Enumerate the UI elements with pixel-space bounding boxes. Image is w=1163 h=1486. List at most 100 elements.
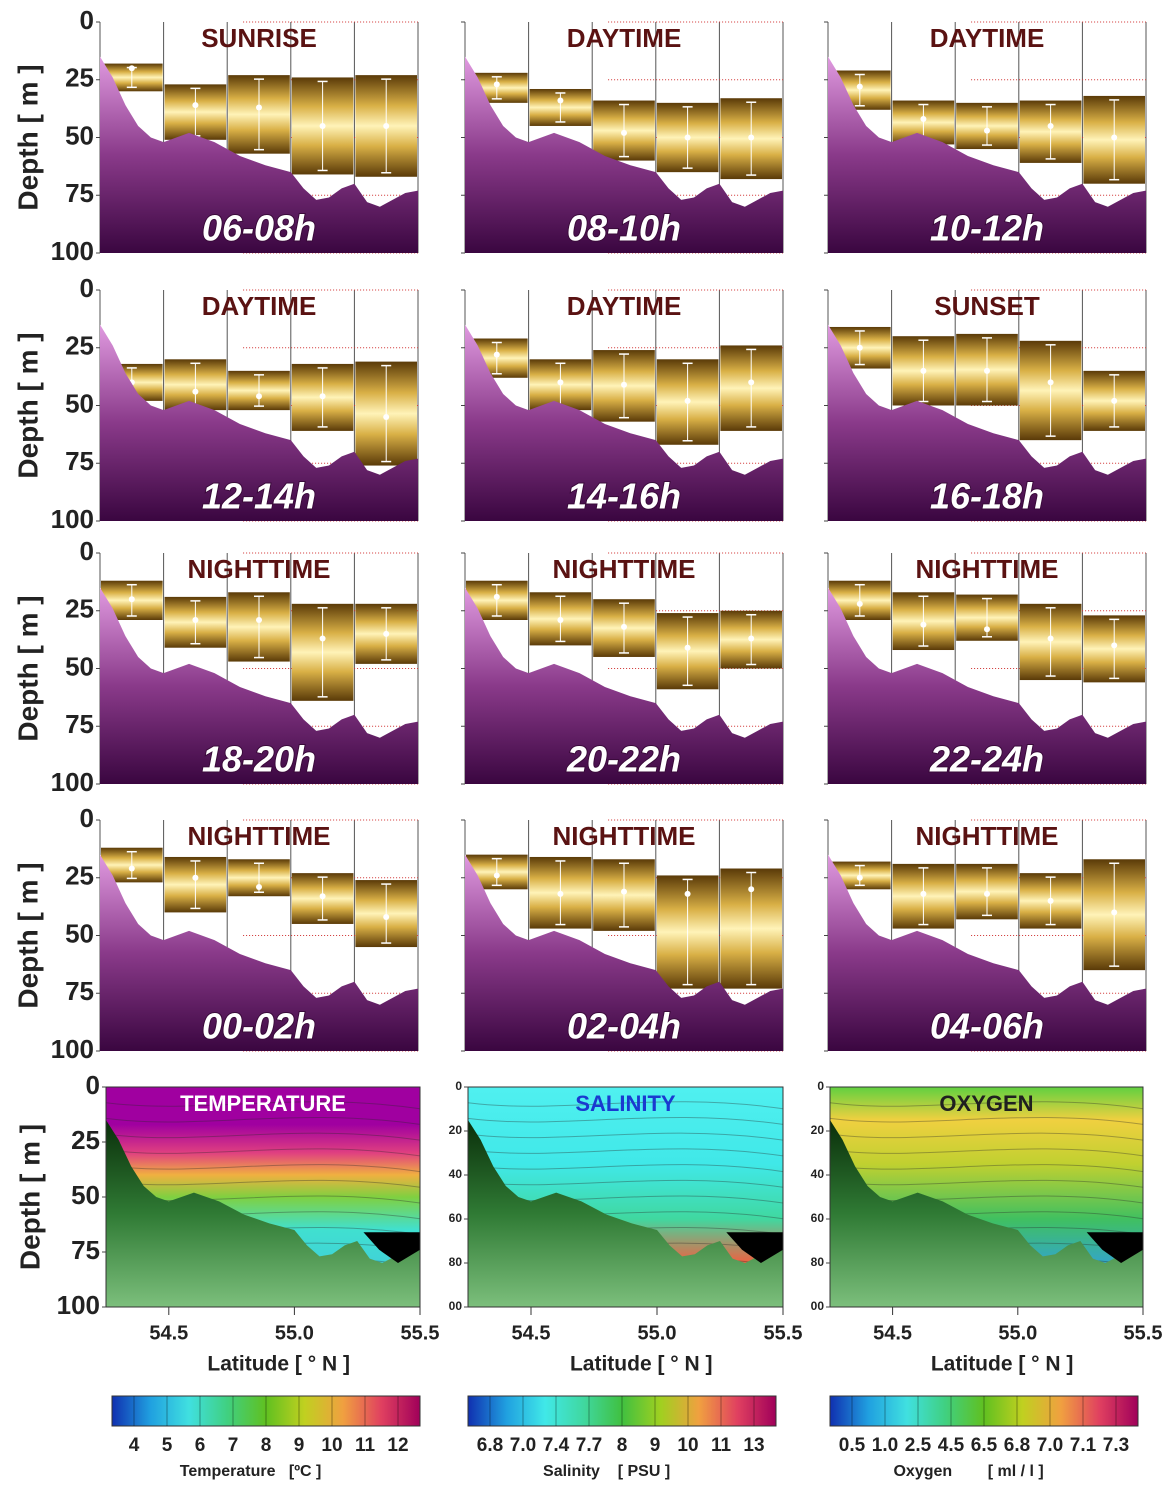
- panel-title: NIGHTTIME: [916, 821, 1059, 851]
- mean-dot: [856, 874, 863, 881]
- y-tick-label: 25: [65, 861, 94, 891]
- mean-dot: [1111, 909, 1118, 916]
- y-tick-label: 100: [51, 504, 94, 534]
- plot-frame: [829, 1086, 1144, 1308]
- x-tick-label: 54.5: [873, 1322, 912, 1344]
- time-label: 10-12h: [930, 208, 1044, 249]
- mean-dot: [192, 388, 199, 395]
- y-tick-label: 50: [65, 651, 94, 681]
- time-label: 18-20h: [202, 739, 316, 780]
- seafloor: [100, 854, 418, 1051]
- mean-dot: [557, 97, 564, 104]
- seafloor: [465, 587, 783, 784]
- mean-dot: [920, 621, 927, 628]
- mean-dot: [684, 397, 691, 404]
- mean-dot: [192, 874, 199, 881]
- y-tick-label: 0: [80, 273, 94, 303]
- panel-title: SALINITY: [575, 1091, 676, 1116]
- colorbar-label: 11: [355, 1435, 376, 1456]
- colorbar-label: 6.5: [971, 1435, 998, 1456]
- colorbar: [829, 1395, 1139, 1427]
- mean-dot: [256, 616, 262, 623]
- mean-dot: [1111, 642, 1118, 649]
- panel: DAYTIME 08-10h: [461, 21, 784, 254]
- y-tick-label: 40: [811, 1167, 825, 1181]
- contour-line: [105, 1132, 421, 1141]
- mean-dot: [256, 104, 262, 111]
- mean-dot: [1047, 122, 1054, 129]
- seafloor: [828, 324, 1146, 521]
- mean-dot: [383, 414, 390, 421]
- mean-dot: [128, 65, 135, 72]
- colorbar-title: Salinity [ PSU ]: [543, 1463, 670, 1480]
- y-tick-label: 0: [455, 1079, 462, 1093]
- mean-dot: [1047, 897, 1054, 904]
- y-tick-label: 25: [65, 594, 94, 624]
- y-tick-label: 25: [65, 331, 94, 361]
- mean-dot: [128, 865, 135, 872]
- x-axis-label: Latitude [ ° N ]: [207, 1353, 350, 1376]
- time-label: 12-14h: [202, 476, 316, 517]
- mean-dot: [256, 883, 262, 890]
- mean-dot: [192, 102, 199, 109]
- mean-dot: [748, 379, 755, 386]
- y-tick-label: 00: [449, 1299, 463, 1313]
- contour-line: [829, 1148, 1144, 1157]
- mean-dot: [319, 393, 326, 400]
- panel-title: SUNRISE: [201, 23, 317, 53]
- plot-frame: [467, 1086, 784, 1308]
- contour-line: [829, 1179, 1144, 1188]
- mean-dot: [920, 116, 927, 123]
- contour-line: [105, 1148, 421, 1157]
- mean-dot: [383, 630, 390, 637]
- mean-dot: [621, 888, 627, 895]
- seafloor: [828, 854, 1146, 1051]
- y-tick-label: 0: [80, 5, 94, 35]
- x-tick-label: 55.0: [998, 1322, 1037, 1344]
- colorbar-label: 4.5: [938, 1435, 965, 1456]
- panel: NIGHTTIME 04-06h: [824, 819, 1147, 1052]
- time-label: 14-16h: [567, 476, 681, 517]
- seafloor: [465, 56, 783, 254]
- mean-dot: [984, 890, 990, 897]
- mean-dot: [319, 893, 326, 900]
- time-label: 22-24h: [929, 739, 1044, 780]
- seafloor: [465, 324, 783, 521]
- land-patch: [726, 1232, 783, 1263]
- colorbar-label: 7.3: [1103, 1435, 1129, 1456]
- y-axis-label: Depth [ m ]: [12, 595, 43, 741]
- mean-dot: [493, 351, 500, 358]
- y-tick-label: 0: [86, 1070, 100, 1100]
- panel: NIGHTTIME 02-04h: [461, 819, 784, 1052]
- y-tick-label: 25: [65, 63, 94, 93]
- panel: NIGHTTIME 22-24h: [824, 552, 1147, 785]
- colorbar-label: 1.0: [872, 1435, 898, 1456]
- panel: DAYTIME 14-16h: [461, 289, 784, 522]
- panel-title: OXYGEN: [939, 1091, 1033, 1116]
- mean-dot: [920, 890, 927, 897]
- y-tick-label: 60: [449, 1211, 463, 1225]
- land-patch: [363, 1232, 420, 1263]
- x-tick-label: 54.5: [512, 1322, 551, 1344]
- colorbar-label: 7: [228, 1435, 239, 1456]
- contour-line: [105, 1179, 421, 1188]
- y-tick-label: 25: [71, 1125, 100, 1155]
- y-tick-label: 75: [71, 1235, 100, 1265]
- mean-dot: [856, 83, 863, 90]
- mean-dot: [984, 127, 990, 134]
- time-label: 04-06h: [930, 1006, 1044, 1047]
- seafloor: [828, 587, 1146, 784]
- mean-dot: [192, 616, 199, 623]
- panel: DAYTIME 10-12h: [824, 21, 1147, 254]
- mean-dot: [1111, 134, 1118, 141]
- panel: SUNRISE 06-08h 0 25 50 75 100 Depth [ m ]: [12, 5, 419, 266]
- x-tick-label: 54.5: [149, 1322, 188, 1344]
- mean-dot: [557, 379, 564, 386]
- colorbar-label: 7.1: [1070, 1435, 1097, 1456]
- panel-title: NIGHTTIME: [188, 554, 331, 584]
- panel-title: NIGHTTIME: [553, 554, 696, 584]
- colorbar-label: 10: [677, 1435, 698, 1456]
- seafloor: [106, 1120, 420, 1307]
- colorbar-label: 13: [743, 1435, 764, 1456]
- panel: NIGHTTIME 00-02h 0 25 50 75 100 Depth [ m ]: [12, 803, 419, 1064]
